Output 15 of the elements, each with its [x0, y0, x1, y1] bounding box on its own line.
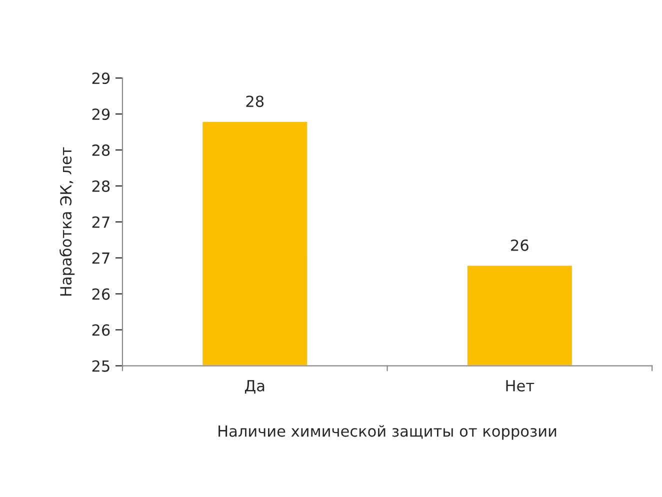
y-tick-label: 29	[92, 108, 110, 120]
y-tick-label: 25	[92, 360, 110, 372]
data-label: 26	[511, 239, 528, 252]
y-axis-title: Наработка ЭК, лет	[60, 147, 75, 296]
y-tick-label: 29	[92, 72, 110, 84]
x-tick-label: Нет	[506, 380, 534, 392]
y-tick-label: 28	[92, 144, 110, 156]
x-axis-title: Наличие химической защиты от коррозии	[218, 425, 556, 440]
y-tick-label: 27	[92, 252, 110, 264]
x-tick-label: Да	[244, 380, 264, 394]
y-tick-label: 27	[92, 216, 110, 228]
data-label: 28	[246, 96, 264, 108]
y-tick-label: 26	[92, 324, 110, 336]
y-tick-label: 26	[92, 288, 110, 300]
y-tick-label: 28	[92, 180, 110, 192]
